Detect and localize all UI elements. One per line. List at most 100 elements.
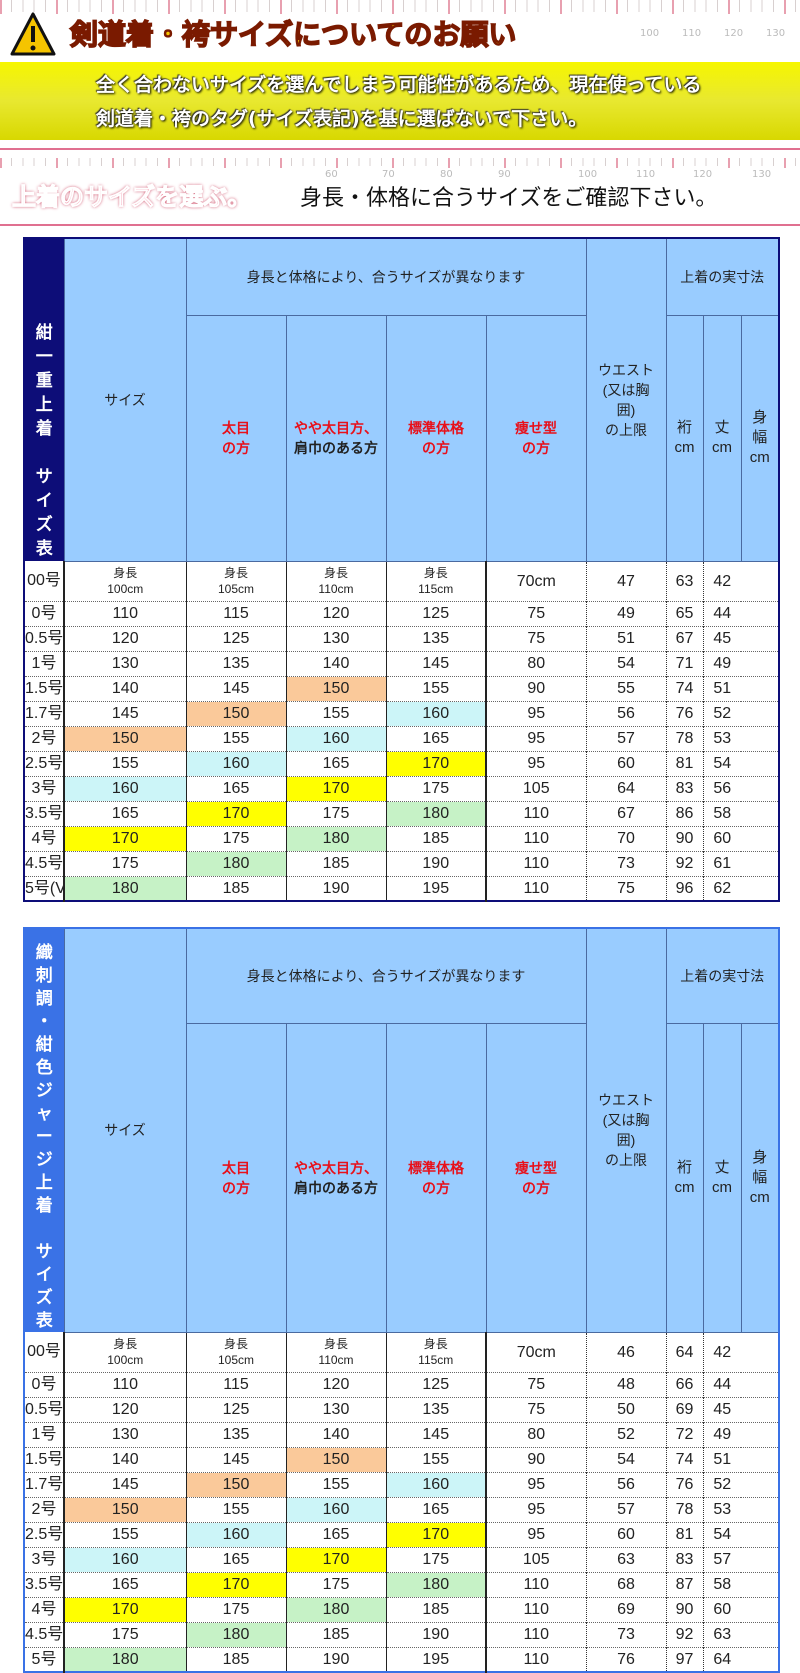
table-row: 5号 180 185 190 195 110 76 97 64 [23, 1647, 779, 1672]
measurement-cell: 60 [585, 1522, 666, 1547]
measurement-cell: 49 [702, 1422, 741, 1447]
measurement-cell: 64 [665, 1332, 703, 1372]
table-row: 2.5号 155 160 165 170 95 60 81 54 [23, 751, 779, 776]
height-cell: 170 [185, 801, 286, 826]
measurement-cell: 56 [702, 776, 741, 801]
height-cell: 身長 105cm [185, 561, 286, 601]
header-text: 太目 [222, 420, 250, 437]
side-label-char: ズ [35, 1288, 53, 1307]
header-text: ウエスト [598, 1092, 654, 1109]
body-type-group-header: 身長と体格により、合うサイズが異なります [185, 237, 587, 317]
measurement-cell: 81 [665, 1522, 703, 1547]
body-type-group-header: 身長と体格により、合うサイズが異なります [185, 927, 587, 1025]
waist-cell: 95 [485, 1522, 586, 1547]
height-cell: 身長 115cm [385, 1332, 486, 1372]
side-label-char: サ [35, 1242, 53, 1261]
side-label-char: 上 [35, 395, 53, 414]
section-title: 上着のサイズを選ぶ。 [11, 183, 252, 212]
header-text: の方 [222, 1179, 250, 1196]
height-cell: 175 [185, 1597, 286, 1622]
size-tables: 紺一重上着サイズ表サイズ 身長と体格により、合うサイズが異なります ウエスト (又は胸… [23, 237, 780, 1673]
height-cell: 125 [385, 1372, 486, 1397]
side-label-char: 調 [35, 989, 53, 1008]
notice-line-1: 全く合わないサイズを選んでしまう可能性があるため、現在使っている [96, 74, 702, 96]
height-cell: 130 [285, 626, 386, 651]
header-text: 痩せ型 [515, 420, 557, 437]
size-cell: 2号 [23, 1497, 64, 1522]
height-value: 100cm [107, 582, 144, 596]
measurement-cell: 56 [585, 701, 666, 726]
height-cell: 190 [385, 851, 486, 876]
measurement-cell: 64 [702, 1647, 741, 1672]
height-cell: 160 [285, 1497, 386, 1522]
height-cell: 身長 110cm [285, 561, 386, 601]
waist-cell: 105 [485, 776, 586, 801]
table-row: 3号 160 165 170 175 105 64 83 56 [23, 776, 779, 801]
height-cell: 155 [185, 1497, 286, 1522]
measurement-cell: 51 [702, 676, 741, 701]
height-cell: 140 [285, 1422, 386, 1447]
measurement-cell: 72 [665, 1422, 703, 1447]
size-cell: 3.5号 [23, 801, 64, 826]
measurement-cell: 60 [585, 751, 666, 776]
size-cell: 3.5号 [23, 1572, 64, 1597]
size-cell: 2号 [23, 726, 64, 751]
header-text: cm [674, 1178, 695, 1196]
side-label-char: 色 [35, 1058, 53, 1077]
measurement-cell: 69 [585, 1597, 666, 1622]
table-row: 1.5号 140 145 150 155 90 55 74 51 [23, 676, 779, 701]
height-label: 身長 [113, 566, 138, 580]
table-row: 4号 170 175 180 185 110 69 90 60 [23, 1597, 779, 1622]
measurement-cell: 70 [585, 826, 666, 851]
body-type-header: やや太目方、 肩巾のある方 [285, 1023, 387, 1333]
measurement-cell: 73 [585, 1622, 666, 1647]
header-text: 幅 [752, 429, 768, 447]
waist-cell: 80 [485, 651, 586, 676]
header-text: cm [749, 1188, 770, 1206]
measurement-cell: 87 [665, 1572, 703, 1597]
measurement-cell: 57 [702, 1547, 741, 1572]
table-row: 1.5号 140 145 150 155 90 54 74 51 [23, 1447, 779, 1472]
height-value: 105cm [217, 582, 255, 596]
measurement-cell: 75 [585, 876, 666, 901]
size-header: サイズ [63, 237, 187, 562]
body-type-header: 標準体格 の方 [385, 315, 487, 562]
table-side-label: 紺一重上着サイズ表 [24, 238, 64, 561]
ruler-tick: 110 [636, 169, 656, 180]
ruler-tick: 110 [682, 28, 702, 39]
height-cell: 180 [63, 876, 186, 901]
measurement-cell: 48 [585, 1372, 666, 1397]
measurement-cell: 53 [702, 1497, 741, 1522]
height-cell: 145 [185, 676, 286, 701]
table-row: 3号 160 165 170 175 105 63 83 57 [23, 1547, 779, 1572]
measurement-cell: 69 [665, 1397, 703, 1422]
height-cell: 185 [385, 826, 486, 851]
table-row: 00号 身長 100cm 身長 105cm 身長 110cm 身長 115cm 70cm 46 64 4… [23, 1332, 779, 1372]
height-cell: 135 [385, 1397, 486, 1422]
height-cell: 160 [63, 776, 186, 801]
header-text: 標準体格 [408, 1159, 464, 1176]
size-cell: 1号 [23, 651, 64, 676]
size-cell: 3号 [23, 1547, 64, 1572]
size-cell: 4.5号 [23, 851, 64, 876]
measurement-cell: 50 [585, 1397, 666, 1422]
measurement-cell: 58 [702, 1572, 741, 1597]
header-text: cm [749, 449, 770, 467]
ruler-tick: 100 [578, 169, 598, 180]
measurement-cell: 49 [702, 651, 741, 676]
height-cell: 145 [385, 1422, 486, 1447]
table-row: 1.7号 145 150 155 160 95 56 76 52 [23, 1472, 779, 1497]
waist-cell: 75 [485, 1397, 586, 1422]
height-cell: 145 [63, 701, 186, 726]
waist-cell: 110 [485, 851, 586, 876]
height-cell: 185 [285, 1622, 386, 1647]
waist-cell: 95 [485, 726, 586, 751]
height-cell: 155 [185, 726, 286, 751]
ruler-tick: 130 [766, 28, 786, 39]
header-text: 肩巾のある方 [294, 1179, 378, 1196]
size-cell: 0号 [23, 1372, 64, 1397]
waist-cell: 70cm [485, 1332, 586, 1372]
height-cell: 165 [385, 726, 486, 751]
measurement-cell: 57 [585, 1497, 666, 1522]
